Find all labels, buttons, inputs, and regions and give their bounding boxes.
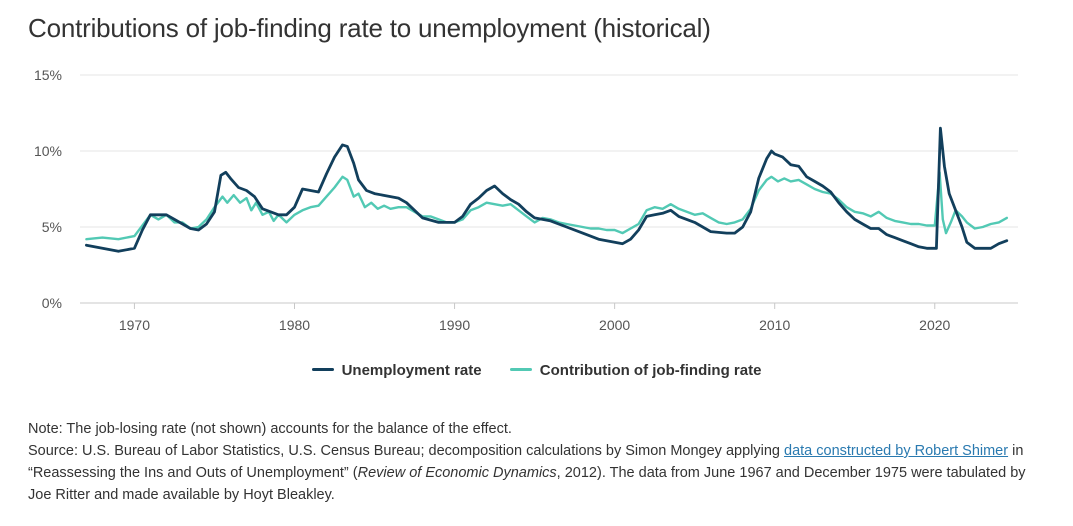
legend-item-unemployment[interactable]: Unemployment rate xyxy=(311,362,482,379)
chart-plot: 1970 1980 1990 2000 2010 2020 0% 5% 10% 15% xyxy=(34,67,1018,333)
y-tick-label: 10% xyxy=(34,143,62,159)
legend-label-unemployment: Unemployment rate xyxy=(341,362,482,379)
chart-legend: Unemployment rate Contribution of job-fi… xyxy=(0,362,1073,379)
source-prefix: Source: U.S. Bureau of Labor Statistics,… xyxy=(28,443,785,459)
legend-swatch-job-finding xyxy=(509,367,532,371)
x-tick-label: 2020 xyxy=(919,317,950,333)
source-mid: in “Reassessing the Ins and Outs of Unem… xyxy=(28,443,1024,481)
y-tick-label: 15% xyxy=(34,67,62,83)
y-tick-label: 5% xyxy=(42,219,62,235)
series-line-unemployment[interactable] xyxy=(85,126,1009,253)
legend-item-job-finding[interactable]: Contribution of job-finding rate xyxy=(509,362,762,379)
chart-notes: Note: The job-losing rate (not shown) ac… xyxy=(28,418,1038,506)
source-journal: Review of Economic Dynamics xyxy=(357,465,557,481)
x-tick-label: 1980 xyxy=(279,317,310,333)
x-tick-label: 2010 xyxy=(759,317,790,333)
x-tick-label: 1970 xyxy=(119,317,150,333)
chart-title: Contributions of job-finding rate to une… xyxy=(28,13,711,43)
source-text: Source: U.S. Bureau of Labor Statistics,… xyxy=(28,440,1038,506)
x-tick-label: 1990 xyxy=(439,317,470,333)
series-line-job-finding[interactable] xyxy=(85,171,1008,241)
legend-label-job-finding: Contribution of job-finding rate xyxy=(539,362,762,379)
source-data-link[interactable]: data constructed by Robert Shimer xyxy=(784,443,1009,459)
x-tick-label: 2000 xyxy=(599,317,630,333)
note-text: Note: The job-losing rate (not shown) ac… xyxy=(28,421,512,437)
y-tick-label: 0% xyxy=(42,295,62,311)
source-after: , 2012). The data from June 1967 and Dec… xyxy=(28,465,1026,503)
legend-swatch-unemployment xyxy=(311,367,334,371)
